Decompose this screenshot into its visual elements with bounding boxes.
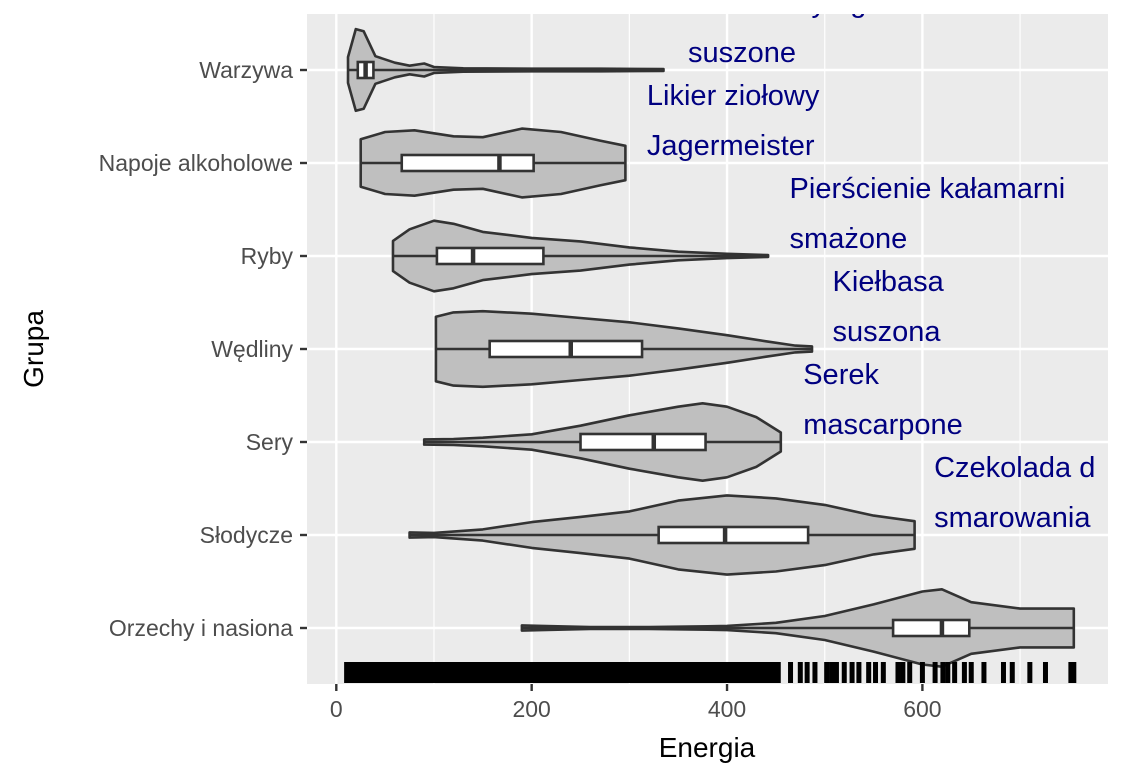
x-tick-label: 0 <box>330 696 343 722</box>
y-tick-label: Słodycze <box>200 522 293 548</box>
annotation-label: Pierścienie kałamarni smażone <box>790 173 1066 255</box>
rug-tick <box>1071 662 1077 683</box>
rug-tick <box>1009 662 1015 683</box>
rug-tick <box>856 662 862 683</box>
annotation-line: Jagermeister <box>647 130 815 162</box>
box-iqr <box>891 618 971 638</box>
rug <box>344 662 1077 683</box>
box-iqr <box>435 246 545 266</box>
rug-tick <box>849 662 855 683</box>
violins <box>346 27 1076 668</box>
rug-tick <box>873 662 879 683</box>
rug-tick <box>961 662 967 683</box>
rug-tick <box>952 662 958 683</box>
rug-tick <box>900 662 906 683</box>
rug-dense-block <box>344 662 781 683</box>
annotation-label: Likier ziołowy Jagermeister <box>647 80 820 162</box>
rug-tick <box>804 662 810 683</box>
rug-tick <box>829 662 835 683</box>
rug-tick <box>1042 662 1048 683</box>
rug-tick <box>968 662 974 683</box>
rug-tick <box>895 662 901 683</box>
box-iqr <box>400 153 535 173</box>
rug-tick <box>940 662 946 683</box>
box-iqr <box>488 339 644 359</box>
annotation-line: Wodorosty agar <box>688 0 893 19</box>
annotation-label: Serek mascarpone <box>803 359 963 441</box>
annotation-line: Pierścienie kałamarni <box>790 173 1066 205</box>
annotation-line: mascarpone <box>803 409 963 441</box>
annotation-line: Kiełbasa <box>833 266 945 298</box>
rug-tick <box>981 662 987 683</box>
annotation-line: smarowania <box>934 502 1091 534</box>
x-tick-label: 400 <box>708 696 746 722</box>
annotation-line: suszona <box>833 316 942 348</box>
axes: 0 200 400 600 Orzechy i nasiona Słodycze Sery W… <box>99 57 942 722</box>
rug-tick <box>824 662 830 683</box>
rug-tick <box>907 662 913 683</box>
rug-tick <box>1027 662 1033 683</box>
rug-tick <box>841 662 847 683</box>
rug-tick <box>1000 662 1006 683</box>
x-tick-label: 200 <box>512 696 550 722</box>
rug-tick <box>1068 662 1074 683</box>
box-iqr <box>657 525 810 545</box>
y-tick-label: Warzywa <box>199 57 293 83</box>
annotation-line: suszone <box>688 37 796 69</box>
annotation-line: smażone <box>790 223 908 255</box>
box-iqr <box>579 432 707 452</box>
annotation-label: Wodorosty agar suszone <box>688 0 893 69</box>
annotation-line: Likier ziołowy <box>647 80 820 112</box>
rug-tick <box>812 662 818 683</box>
rug-tick <box>945 662 951 683</box>
annotation-line: Serek <box>803 359 879 391</box>
rug-tick <box>932 662 938 683</box>
y-tick-label: Wędliny <box>211 336 293 362</box>
y-tick-label: Orzechy i nasiona <box>109 615 293 641</box>
rug-tick <box>833 662 839 683</box>
rug-tick <box>866 662 872 683</box>
annotations: Czekolada d smarowania Serek mascarpone Kieł… <box>647 0 1095 534</box>
y-tick-label: Napoje alkoholowe <box>99 150 293 176</box>
x-tick-label: 600 <box>903 696 941 722</box>
annotation-label: Kiełbasa suszona <box>833 266 945 348</box>
rug-tick <box>919 662 925 683</box>
rug-tick <box>797 662 803 683</box>
rug-tick <box>880 662 886 683</box>
x-axis-title: Energia <box>659 732 756 763</box>
y-axis-title: Grupa <box>18 310 49 388</box>
y-tick-label: Ryby <box>241 243 294 269</box>
rug-tick <box>788 662 794 683</box>
annotation-line: Czekolada d <box>934 452 1095 484</box>
annotation-label: Czekolada d smarowania <box>934 452 1095 534</box>
y-tick-label: Sery <box>246 429 294 455</box>
